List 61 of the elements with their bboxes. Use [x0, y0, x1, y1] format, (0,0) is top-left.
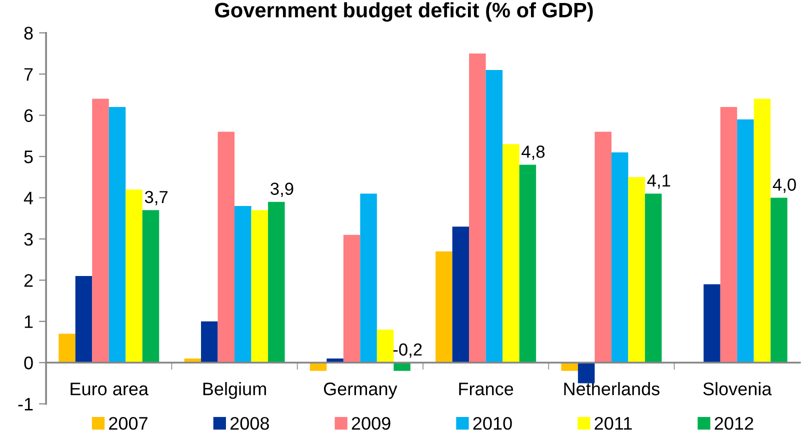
legend-label: 2011 [594, 417, 632, 430]
bar [376, 330, 394, 363]
bar [218, 132, 235, 363]
bar [92, 98, 109, 363]
bar [75, 276, 92, 363]
y-tick-label: 0 [24, 356, 33, 370]
y-tick-label: 2 [24, 274, 33, 287]
legend-label: 2008 [230, 417, 269, 430]
bar [594, 132, 612, 363]
bar [310, 362, 327, 371]
bar [452, 226, 470, 363]
legend-label: 2010 [473, 417, 512, 430]
data-label: 4,8 [522, 146, 545, 160]
y-tick-label: 6 [24, 109, 33, 122]
bar [770, 198, 788, 363]
bar [519, 164, 536, 363]
bar [578, 362, 595, 384]
x-tick-label: Belgium [203, 382, 266, 399]
bar [502, 144, 520, 363]
y-tick-label: 3 [24, 232, 33, 246]
bar [436, 251, 452, 363]
bar [628, 177, 645, 363]
x-tick-label: France [459, 382, 514, 396]
y-tick-label: 4 [24, 192, 34, 204]
bar [720, 107, 738, 363]
y-tick-label: 5 [24, 150, 33, 164]
bar [611, 152, 628, 363]
bar [142, 210, 160, 363]
y-tick-label: -1 [18, 398, 33, 410]
bar [737, 119, 754, 363]
legend-label: 2012 [714, 417, 754, 430]
data-label: 4,0 [772, 178, 796, 193]
data-label: 3,9 [270, 182, 294, 197]
data-label: 3,7 [144, 190, 168, 206]
bar [251, 210, 268, 363]
x-tick-label: Netherlands [564, 382, 660, 396]
x-tick-label: Slovenia [703, 382, 772, 396]
data-label: 4,1 [647, 174, 670, 189]
bar [486, 70, 503, 363]
y-tick-label: 7 [24, 68, 33, 81]
bar [394, 362, 410, 371]
legend-label: 2007 [109, 417, 148, 430]
bar [108, 107, 126, 363]
bar [58, 334, 76, 363]
y-tick-label: 8 [24, 26, 33, 40]
bar [201, 321, 218, 363]
bar [234, 206, 252, 363]
x-tick-label: Euro area [70, 382, 149, 396]
x-tick-label: Germany [324, 382, 398, 399]
bar [126, 189, 142, 363]
chart-title: Government budget deficit (% of GDP) [215, 2, 593, 22]
bar [754, 98, 771, 363]
bar [644, 194, 662, 363]
bar [360, 194, 377, 363]
bar [561, 362, 578, 371]
bar [469, 53, 486, 363]
bar [704, 284, 720, 363]
bar [343, 234, 360, 363]
legend-label: 2009 [352, 417, 390, 430]
y-tick-label: 1 [24, 316, 33, 328]
bar [268, 202, 285, 363]
